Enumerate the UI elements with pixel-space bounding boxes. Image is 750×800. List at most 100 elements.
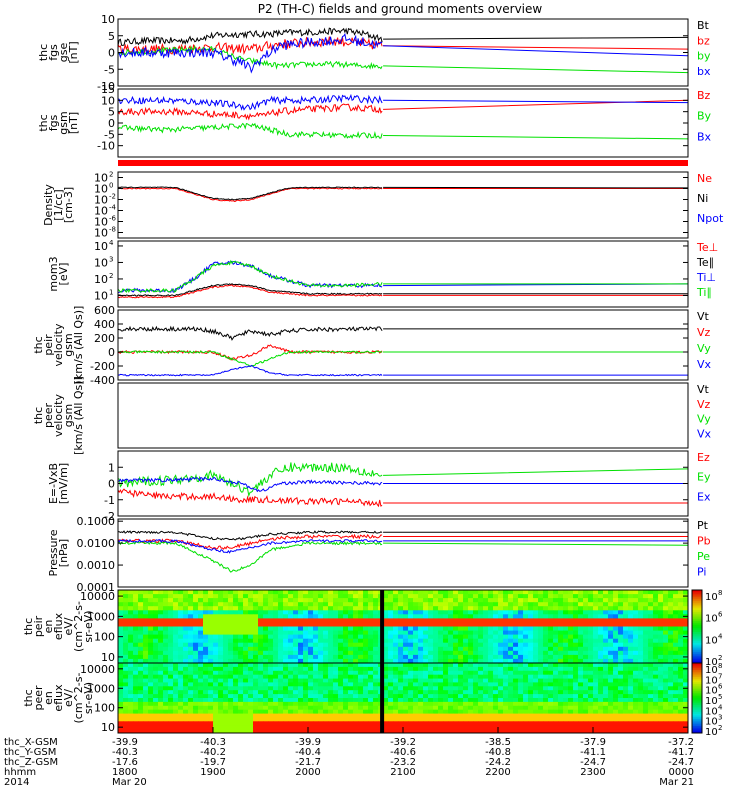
- x-tick-value: -40.6: [390, 747, 416, 758]
- y-tick-label: 15: [101, 83, 115, 96]
- y-label-line: (cm^2-s-: [72, 601, 85, 652]
- series-3-2: [118, 283, 688, 297]
- x-tick-value: -37.9: [580, 737, 606, 748]
- legend-Vt: Vt: [697, 310, 710, 323]
- colorbar-label: 10: [705, 635, 718, 646]
- y-label-line: gsm: [57, 111, 70, 134]
- y-label-line: (cm^2-s-: [72, 673, 85, 724]
- colorbar-exponent: 8: [718, 662, 722, 670]
- legend-Ey: Ey: [697, 471, 711, 484]
- y-tick-label: 10: [94, 289, 108, 302]
- y-label-line: [nPa]: [57, 539, 70, 567]
- legend-Ne: Ne: [697, 172, 712, 185]
- series-2-0: [118, 187, 688, 203]
- y-label-line: velocity: [52, 394, 65, 437]
- panel-frame: [117, 518, 689, 588]
- y-tick-label: 10: [94, 227, 108, 240]
- legend-Ti∥: Ti∥: [696, 286, 712, 299]
- x-tick-value: -40.3: [112, 747, 138, 758]
- series-1-2: [118, 93, 688, 111]
- series-0-0: [118, 27, 688, 46]
- y-label-line: eflux: [52, 612, 65, 640]
- y-tick-label: 10: [94, 205, 108, 218]
- x-tick-value: -40.2: [200, 747, 226, 758]
- y-label-line: peir: [42, 334, 55, 356]
- y-label-line: fgs: [47, 44, 60, 61]
- y-tick-label: -10: [97, 80, 115, 93]
- x-tick-value: 1900: [200, 767, 225, 778]
- y-tick-label: -5: [104, 128, 115, 141]
- y-tick-exponent: 3: [109, 255, 113, 263]
- y-tick-label: -10: [97, 140, 115, 153]
- x-tick-value: -40.3: [200, 737, 226, 748]
- x-tick-value: -24.2: [485, 757, 511, 768]
- y-tick-exponent: 1: [109, 288, 113, 296]
- series-4-3: [118, 364, 688, 377]
- x-tick-value: -40.8: [485, 747, 511, 758]
- series-4-0: [118, 325, 688, 341]
- y-tick-label: 10: [101, 651, 115, 664]
- y-tick-label: 10: [94, 240, 108, 253]
- quality-flag-bar: [118, 160, 688, 164]
- legend-Ez: Ez: [697, 451, 710, 464]
- y-label-line: Pressure: [47, 529, 60, 576]
- status-bar: [118, 160, 688, 166]
- legend-Vx: Vx: [697, 358, 712, 371]
- y-tick-label: 10: [94, 216, 108, 229]
- x-tick-value: -23.2: [390, 757, 416, 768]
- data-gap: [380, 663, 385, 733]
- y-tick-label: -1: [104, 494, 115, 507]
- y-label-line: thc: [32, 336, 45, 353]
- series-6-0: [118, 462, 688, 498]
- y-axis-label: E=-VxB[mV/m]: [47, 463, 70, 504]
- series-0-3: [118, 33, 688, 74]
- panel-frame: [117, 171, 689, 239]
- colorbar-exponent: 4: [718, 632, 723, 640]
- series-7-3: [118, 538, 688, 554]
- y-tick-label: 0.0001: [77, 581, 116, 594]
- legend-Te∥: Te∥: [696, 256, 714, 269]
- y-label-line: Density: [42, 184, 55, 226]
- y-tick-label: 0.1000: [77, 515, 116, 528]
- y-label-line: sr-eV): [82, 610, 95, 642]
- x-tick-value: -24.7: [580, 757, 606, 768]
- y-tick-exponent: 2: [109, 171, 113, 179]
- time-axis: thc_X-GSM -39.9 -40.3 -39.9 -39.2 -38.5 -37.9-…: [4, 727, 694, 788]
- y-label-line: en: [42, 691, 55, 705]
- y-tick-label: 10: [101, 721, 115, 734]
- colorbar-label: 10: [705, 657, 718, 668]
- y-tick-exponent: -2: [109, 193, 116, 201]
- x-tick-value: -38.5: [485, 737, 511, 748]
- y-tick-label: 10000: [80, 590, 115, 603]
- colorbar-exponent: 2: [718, 654, 722, 662]
- y-tick-label: 100: [94, 702, 115, 715]
- x-tick-value: 2100: [390, 767, 415, 778]
- y-label-line: thc: [37, 44, 50, 61]
- y-tick-label: 10000: [80, 663, 115, 676]
- series-2-1: [118, 186, 688, 201]
- panel-10: 10000 1000 100 10 thcpeerenefluxeV/(cm^2-s-s…: [22, 662, 689, 734]
- legend-Vt: Vt: [697, 383, 710, 396]
- y-label-line: eV/: [62, 617, 75, 635]
- y-tick-exponent: -8: [109, 226, 116, 234]
- data-gap: [380, 590, 385, 663]
- y-tick-label: 0.0010: [77, 559, 116, 572]
- colorbar-label: 10: [705, 665, 718, 676]
- x-tick-value: -21.7: [295, 757, 321, 768]
- y-label-line: eflux: [52, 684, 65, 712]
- y-tick-label: 10: [94, 256, 108, 269]
- y-tick-label: 0: [108, 117, 115, 130]
- legend-by: by: [697, 50, 711, 63]
- y-label-line: mom3: [47, 256, 60, 291]
- colorbar-exponent: 3: [718, 714, 722, 722]
- colorbar-exponent: 5: [718, 693, 722, 701]
- panel-7: 1 0 -1 -2 E=-VxB[mV/m] Ez Ey Ex: [47, 450, 711, 523]
- y-label-line: [mV/m]: [57, 463, 70, 504]
- y-axis-label: Density[1/cc][cm-3]: [42, 184, 75, 226]
- colorbar-exponent: 6: [718, 683, 723, 691]
